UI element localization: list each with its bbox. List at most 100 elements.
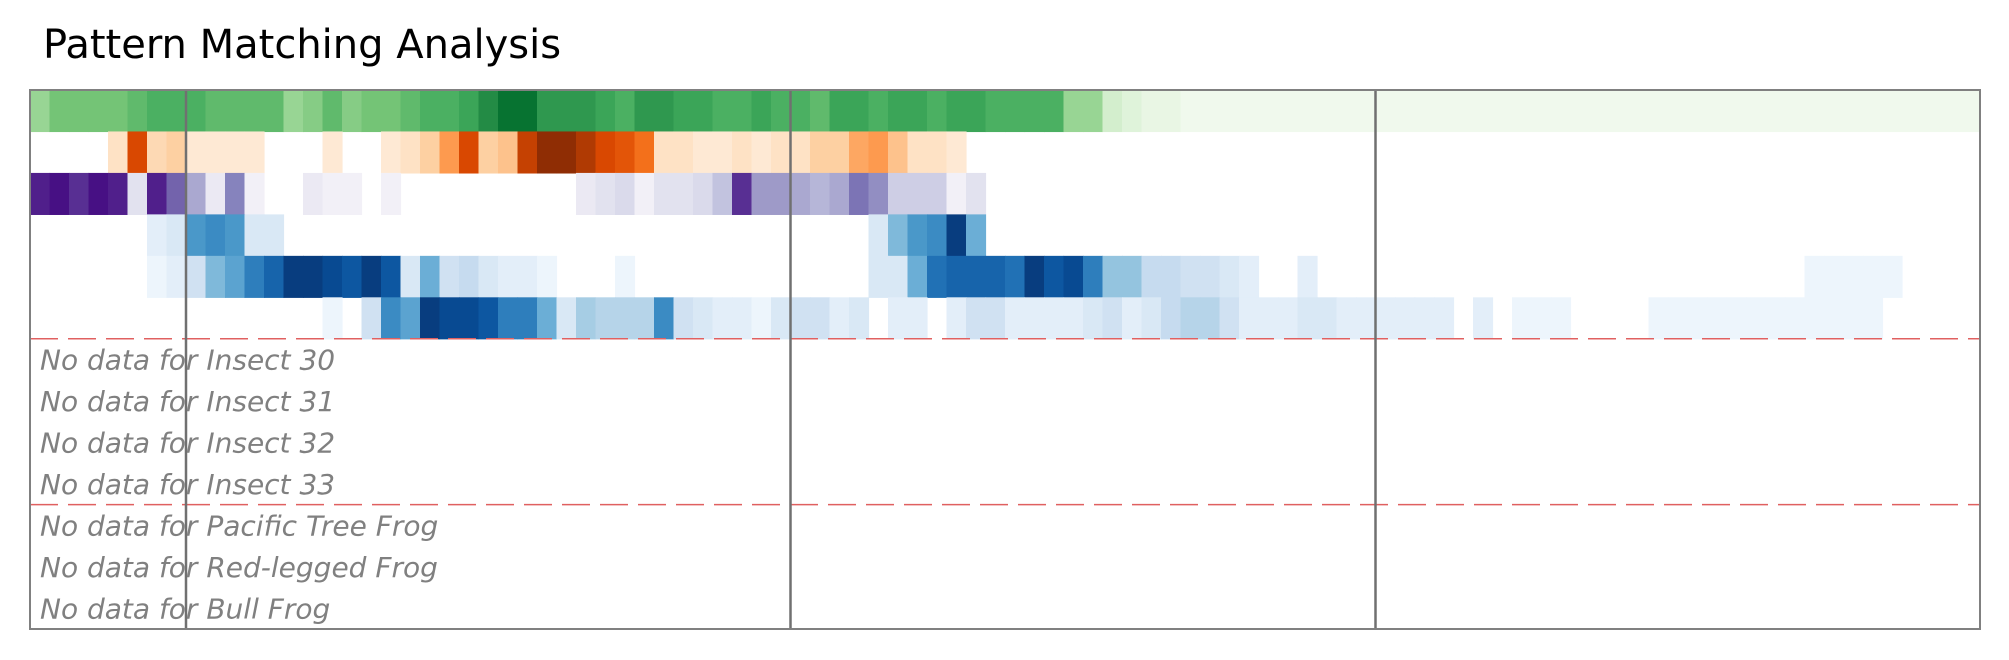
heatmap-cell — [634, 297, 655, 340]
heatmap-cell — [751, 172, 772, 215]
heatmap-cell — [888, 131, 909, 174]
heatmap-cell — [790, 131, 811, 174]
heatmap-cell — [1024, 90, 1045, 133]
heatmap-cell — [1083, 297, 1104, 340]
heatmap-cell — [420, 90, 441, 133]
heatmap-cell — [868, 90, 889, 133]
heatmap-cell — [1609, 90, 1630, 133]
heatmap-cell — [1668, 297, 1689, 340]
heatmap-cell — [205, 255, 226, 298]
heatmap-cell — [498, 297, 519, 340]
heatmap-cell — [1473, 90, 1494, 133]
heatmap-cell — [615, 90, 636, 133]
heatmap-cell — [693, 131, 714, 174]
heatmap-cell — [595, 131, 616, 174]
heatmap-cell — [751, 90, 772, 133]
heatmap-cell — [576, 131, 597, 174]
heatmap-cell — [186, 214, 207, 257]
heatmap-cell — [69, 172, 90, 215]
heatmap-cell — [1531, 297, 1552, 340]
no-data-label: No data for Pacific Tree Frog — [40, 509, 438, 542]
heatmap-cell — [927, 214, 948, 257]
heatmap-cell — [1161, 297, 1182, 340]
group-separators — [30, 338, 1980, 506]
heatmap-cell — [127, 131, 148, 174]
heatmap-cell — [1317, 90, 1338, 133]
heatmap-cell — [1551, 90, 1572, 133]
heatmap-cell — [283, 255, 304, 298]
heatmap-cell — [1843, 297, 1864, 340]
heatmap-cell — [712, 172, 733, 215]
heatmap-cell — [303, 255, 324, 298]
heatmap-cell — [1200, 90, 1221, 133]
heatmap-cells — [30, 90, 1981, 340]
heatmap-cell — [849, 172, 870, 215]
heatmap-cell — [907, 255, 928, 298]
heatmap-cell — [634, 90, 655, 133]
heatmap-cell — [888, 90, 909, 133]
heatmap-cell — [654, 172, 675, 215]
heatmap-cell — [478, 131, 499, 174]
heatmap-cell — [946, 90, 967, 133]
no-data-label: No data for Insect 30 — [40, 344, 335, 377]
heatmap-cell — [459, 297, 480, 340]
heatmap-cell — [810, 90, 831, 133]
heatmap-cell — [946, 172, 967, 215]
heatmap-cell — [439, 90, 460, 133]
heatmap-cell — [868, 131, 889, 174]
heatmap-cell — [1804, 297, 1825, 340]
heatmap-cell — [1297, 297, 1318, 340]
heatmap-cell — [654, 131, 675, 174]
heatmap-cell — [381, 297, 402, 340]
heatmap-cell — [186, 90, 207, 133]
heatmap-cell — [712, 90, 733, 133]
heatmap-cell — [537, 297, 558, 340]
heatmap-cell — [849, 90, 870, 133]
heatmap-cell — [186, 131, 207, 174]
heatmap-cell — [1512, 297, 1533, 340]
heatmap-cell — [1434, 90, 1455, 133]
heatmap-cell — [868, 172, 889, 215]
heatmap-cell — [1024, 255, 1045, 298]
heatmap-cell — [595, 90, 616, 133]
heatmap-cell — [1239, 255, 1260, 298]
heatmap-cell — [1746, 90, 1767, 133]
heatmap-cell — [400, 255, 421, 298]
heatmap-cell — [1707, 90, 1728, 133]
heatmap-cell — [1005, 255, 1026, 298]
heatmap-cell — [517, 131, 538, 174]
heatmap-cell — [1219, 297, 1240, 340]
heatmap-cell — [1219, 90, 1240, 133]
heatmap-cell — [771, 297, 792, 340]
heatmap-cell — [283, 90, 304, 133]
heatmap-cell — [1356, 297, 1377, 340]
heatmap-cell — [868, 255, 889, 298]
heatmap-cell — [1941, 90, 1962, 133]
heatmap-cell — [69, 90, 90, 133]
heatmap-cell — [420, 131, 441, 174]
heatmap-cell — [849, 131, 870, 174]
heatmap-cell — [537, 131, 558, 174]
heatmap-cell — [771, 172, 792, 215]
heatmap-cell — [30, 172, 51, 215]
heatmap-cell — [147, 255, 168, 298]
heatmap-cell — [693, 172, 714, 215]
heatmap-cell — [576, 297, 597, 340]
heatmap-cell — [1180, 297, 1201, 340]
heatmap-cell — [166, 214, 187, 257]
heatmap-cell — [654, 297, 675, 340]
heatmap-cell — [927, 131, 948, 174]
plot-frame — [29, 89, 1981, 630]
heatmap-cell — [693, 297, 714, 340]
heatmap-cell — [108, 172, 129, 215]
heatmap-cell — [381, 255, 402, 298]
heatmap-cell — [205, 214, 226, 257]
heatmap-cell — [1141, 255, 1162, 298]
heatmap-cell — [1492, 90, 1513, 133]
heatmap-cell — [147, 172, 168, 215]
heatmap-cell — [498, 255, 519, 298]
heatmap-cell — [1512, 90, 1533, 133]
heatmap-cell — [946, 214, 967, 257]
heatmap-cell — [459, 255, 480, 298]
heatmap-cell — [244, 214, 265, 257]
